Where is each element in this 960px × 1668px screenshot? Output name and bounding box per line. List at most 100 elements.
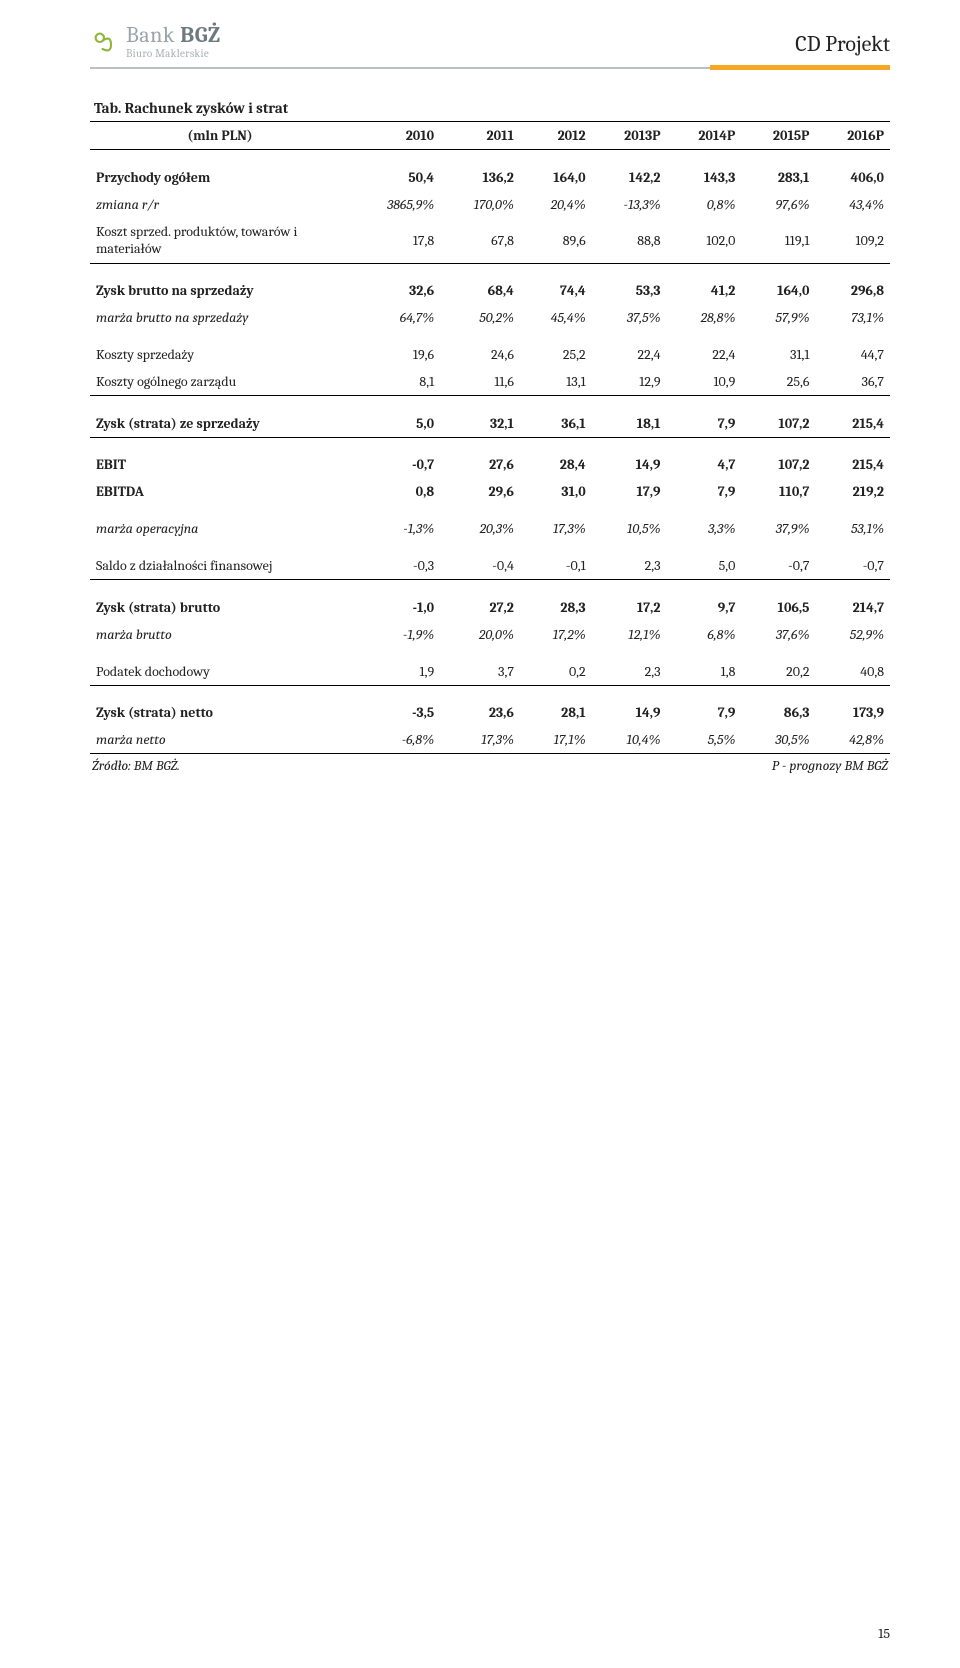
cell: 37,5%	[592, 304, 667, 331]
table-row: Koszty sprzedaży19,624,625,222,422,431,1…	[90, 341, 890, 368]
cell: 23,6	[440, 699, 520, 726]
cell: 43,4%	[815, 191, 890, 218]
logo: Bank BGŻ Biuro Maklerskie	[90, 24, 221, 59]
cell: 1,8	[667, 658, 742, 686]
row-label: Zysk brutto na sprzedaży	[90, 277, 350, 304]
cell: 27,2	[440, 594, 520, 621]
cell: 110,7	[741, 478, 815, 505]
col-year: 2015P	[741, 122, 815, 150]
cell: 119,1	[741, 218, 815, 264]
cell: 45,4%	[520, 304, 592, 331]
row-label: Koszty sprzedaży	[90, 341, 350, 368]
cell: 17,9	[592, 478, 667, 505]
cell: 41,2	[667, 277, 742, 304]
cell: 13,1	[520, 368, 592, 396]
cell: 25,6	[741, 368, 815, 396]
table-row: Zysk brutto na sprzedaży32,668,474,453,3…	[90, 277, 890, 304]
cell: 12,9	[592, 368, 667, 396]
cell: 28,8%	[667, 304, 742, 331]
row-label: Koszty ogólnego zarządu	[90, 368, 350, 396]
bank-logo-icon	[90, 28, 118, 56]
cell: 107,2	[741, 410, 815, 438]
cell: 17,3%	[440, 726, 520, 754]
cell: 20,3%	[440, 515, 520, 542]
cell: 32,6	[350, 277, 440, 304]
cell: 107,2	[741, 451, 815, 478]
row-label: zmiana r/r	[90, 191, 350, 218]
row-label: Podatek dochodowy	[90, 658, 350, 686]
cell: 12,1%	[592, 621, 667, 648]
cell: 10,5%	[592, 515, 667, 542]
cell: 20,4%	[520, 191, 592, 218]
cell: 37,6%	[741, 621, 815, 648]
cell: 97,6%	[741, 191, 815, 218]
table-row: Zysk (strata) ze sprzedaży5,032,136,118,…	[90, 410, 890, 438]
cell: 406,0	[815, 164, 890, 191]
row-label: Saldo z działalności finansowej	[90, 552, 350, 580]
table-row: Koszt sprzed. produktów, towarów i mater…	[90, 218, 890, 264]
cell: -0,7	[741, 552, 815, 580]
cell: 36,1	[520, 410, 592, 438]
unit-label: (mln PLN)	[90, 122, 350, 150]
row-label: EBIT	[90, 451, 350, 478]
table-row: Przychody ogółem50,4136,2164,0142,2143,3…	[90, 164, 890, 191]
table-row: marża brutto na sprzedaży64,7%50,2%45,4%…	[90, 304, 890, 331]
cell: 53,3	[592, 277, 667, 304]
cell: 30,5%	[741, 726, 815, 754]
cell: 0,8	[350, 478, 440, 505]
cell: 164,0	[741, 277, 815, 304]
cell: 50,4	[350, 164, 440, 191]
cell: 22,4	[667, 341, 742, 368]
cell: 28,4	[520, 451, 592, 478]
cell: -0,4	[440, 552, 520, 580]
col-year: 2010	[350, 122, 440, 150]
cell: 5,5%	[667, 726, 742, 754]
row-label: Przychody ogółem	[90, 164, 350, 191]
cell: -0,7	[350, 451, 440, 478]
row-label: Zysk (strata) brutto	[90, 594, 350, 621]
cell: 24,6	[440, 341, 520, 368]
cell: -3,5	[350, 699, 440, 726]
row-label: EBITDA	[90, 478, 350, 505]
cell: -1,9%	[350, 621, 440, 648]
cell: 52,9%	[815, 621, 890, 648]
cell: 74,4	[520, 277, 592, 304]
cell: 136,2	[440, 164, 520, 191]
cell: 18,1	[592, 410, 667, 438]
cell: -0,3	[350, 552, 440, 580]
cell: 86,3	[741, 699, 815, 726]
cell: 28,3	[520, 594, 592, 621]
row-label: marża operacyjna	[90, 515, 350, 542]
row-label: Koszt sprzed. produktów, towarów i mater…	[90, 218, 350, 264]
cell: 53,1%	[815, 515, 890, 542]
source-left: Źródło: BM BGŻ.	[92, 757, 180, 774]
cell: -0,7	[815, 552, 890, 580]
header-rule	[90, 65, 890, 71]
cell: 89,6	[520, 218, 592, 264]
cell: 7,9	[667, 478, 742, 505]
cell: 9,7	[667, 594, 742, 621]
cell: 215,4	[815, 410, 890, 438]
table-row: marża operacyjna-1,3%20,3%17,3%10,5%3,3%…	[90, 515, 890, 542]
cell: 142,2	[592, 164, 667, 191]
cell: 173,9	[815, 699, 890, 726]
cell: 3,7	[440, 658, 520, 686]
cell: 37,9%	[741, 515, 815, 542]
cell: 102,0	[667, 218, 742, 264]
cell: 17,1%	[520, 726, 592, 754]
cell: 88,8	[592, 218, 667, 264]
cell: 106,5	[741, 594, 815, 621]
row-label: Zysk (strata) netto	[90, 699, 350, 726]
table-row: Podatek dochodowy1,93,70,22,31,820,240,8	[90, 658, 890, 686]
page-header: Bank BGŻ Biuro Maklerskie CD Projekt	[90, 24, 890, 59]
cell: 22,4	[592, 341, 667, 368]
cell: 109,2	[815, 218, 890, 264]
cell: 296,8	[815, 277, 890, 304]
cell: 3,3%	[667, 515, 742, 542]
cell: 42,8%	[815, 726, 890, 754]
cell: -13,3%	[592, 191, 667, 218]
cell: 57,9%	[741, 304, 815, 331]
logo-word-bank: Bank	[126, 22, 175, 48]
table-footer: Źródło: BM BGŻ. P - prognozy BM BGŻ	[90, 757, 890, 774]
cell: 31,0	[520, 478, 592, 505]
